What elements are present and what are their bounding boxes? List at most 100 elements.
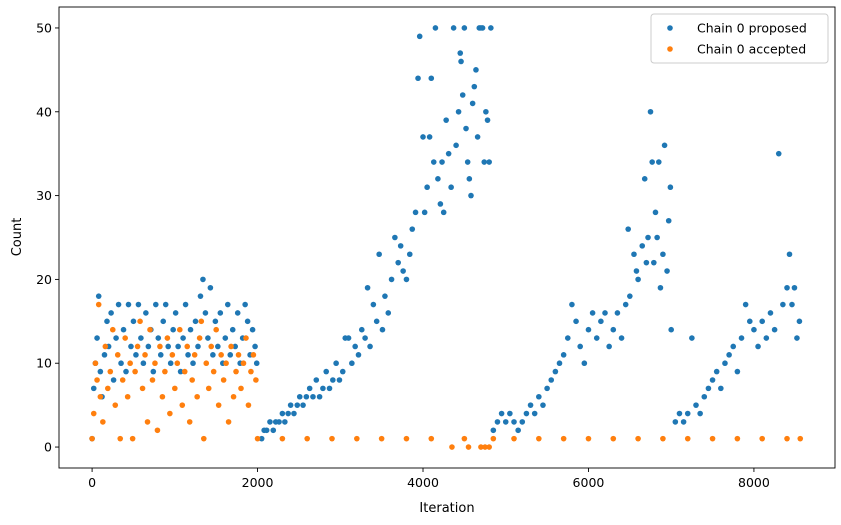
data-point [464,159,471,165]
data-point [651,259,657,266]
data-point [730,343,737,350]
data-point [536,393,542,400]
data-point [780,301,786,308]
data-point [182,301,189,308]
data-point [657,284,664,291]
data-point [157,343,163,350]
data-point [498,410,505,417]
x-tick-label: 6000 [573,475,605,490]
data-point [169,352,176,358]
data-point [635,276,641,283]
data-point [439,159,445,165]
data-point [306,385,313,392]
data-point [474,134,481,140]
data-point [300,402,306,408]
data-point [110,377,117,383]
data-point [385,310,392,316]
data-point [220,377,227,383]
data-point [435,176,441,182]
data-point [118,360,124,367]
data-point [137,318,143,325]
data-point [150,368,157,375]
data-point [177,368,184,375]
data-point [643,259,650,266]
data-point [409,226,416,232]
data-point [461,25,468,31]
data-point [424,184,430,191]
data-point [276,419,282,425]
data-point [147,326,153,333]
data-point [113,335,119,341]
data-point [330,377,336,383]
data-point [240,360,247,367]
data-point [693,402,699,408]
data-point [191,352,198,358]
data-point [569,301,575,308]
data-point [100,419,106,425]
data-point [212,318,219,325]
data-point [207,284,214,291]
data-point [155,335,162,341]
data-point [701,393,708,400]
data-point [228,343,234,350]
data-point [144,419,151,425]
data-point [556,360,563,367]
data-point [392,234,398,241]
legend-box [650,13,829,64]
y-tick-label: 30 [36,188,52,203]
data-point [602,310,608,316]
data-point [252,343,258,350]
data-point [763,335,770,341]
data-point [245,402,252,408]
x-tick-label: 8000 [738,475,770,490]
data-point [250,352,257,358]
data-point [488,25,494,31]
data-point [734,368,741,375]
data-point [233,368,239,375]
data-point [115,301,122,308]
data-point [167,360,174,367]
data-point [789,301,795,308]
data-point [329,435,335,442]
y-axis: 0 10 20 30 40 50 [36,20,59,455]
y-tick-label: 10 [36,356,52,371]
data-point [122,335,128,341]
data-point [709,435,716,442]
data-point [641,176,648,182]
data-point [428,75,435,82]
data-point [618,335,625,341]
y-tick-label: 0 [44,440,52,455]
data-point [726,352,732,358]
data-point [238,385,244,392]
data-point [797,435,804,442]
data-point [339,368,346,375]
data-point [130,318,137,325]
x-tick-label: 2000 [242,475,274,490]
data-point [224,301,231,308]
data-point [473,67,479,73]
data-point [511,435,517,442]
data-point [633,268,640,274]
data-point [143,310,149,316]
data-point [162,301,169,308]
data-point [310,393,316,400]
legend-marker-proposed [667,25,673,31]
data-point [279,410,286,417]
data-point [755,343,761,350]
data-point [490,435,497,442]
data-point [336,377,343,383]
data-point [709,377,716,383]
data-point [313,377,320,383]
data-point [382,293,388,299]
data-point [242,301,248,308]
data-point [449,444,455,450]
data-point [215,343,221,350]
data-point [362,335,368,341]
data-point [232,343,239,350]
data-point [95,293,102,299]
data-point [117,435,124,442]
data-point [684,410,691,417]
data-point [234,310,241,316]
plot-frame [58,6,836,469]
